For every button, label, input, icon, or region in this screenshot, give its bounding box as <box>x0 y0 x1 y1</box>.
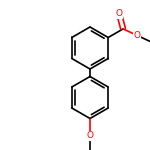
Text: O: O <box>87 131 93 140</box>
Text: O: O <box>134 31 141 40</box>
Text: O: O <box>116 9 123 18</box>
